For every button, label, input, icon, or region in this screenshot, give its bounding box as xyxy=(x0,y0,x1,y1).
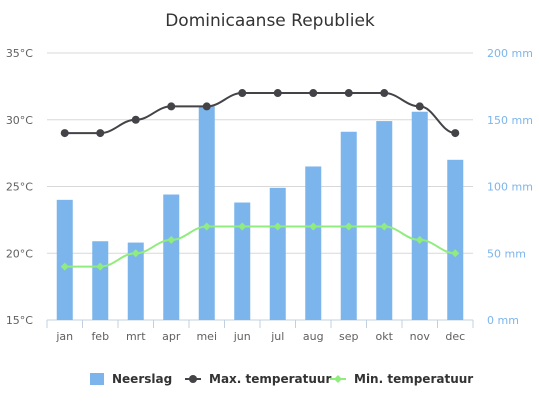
y-right-tick-label: 50 mm xyxy=(487,247,526,260)
y-left-tick-label: 20°C xyxy=(6,247,33,260)
y-left-tick-label: 15°C xyxy=(6,314,33,327)
legend-symbol-marker xyxy=(189,375,197,383)
x-tick-label: jun xyxy=(233,330,251,343)
y-right-tick-label: 150 mm xyxy=(487,114,533,127)
bar-jul xyxy=(269,187,286,320)
bar-nov xyxy=(411,111,428,321)
y-left-tick-label: 35°C xyxy=(6,47,33,60)
point-max-temp-mei xyxy=(202,102,211,111)
point-min-temp-okt xyxy=(380,222,389,231)
bar-mei xyxy=(198,106,215,321)
legend[interactable]: Neerslag Max. temperatuur Min. temperatuur xyxy=(90,372,473,386)
x-tick-label: jul xyxy=(270,330,284,343)
x-tick-label: mei xyxy=(196,330,217,343)
chart-title: Dominicaanse Republiek xyxy=(165,11,375,31)
point-min-temp-jan xyxy=(60,262,69,271)
y-right-tick-label: 200 mm xyxy=(487,47,533,60)
point-min-temp-feb xyxy=(96,262,105,271)
legend-label: Max. temperatuur xyxy=(209,372,331,386)
point-max-temp-jul xyxy=(273,89,282,98)
x-tick-label: aug xyxy=(303,330,324,343)
bar-okt xyxy=(376,121,393,321)
bar-series-neerslag xyxy=(56,106,464,321)
point-min-temp-jul xyxy=(273,222,282,231)
point-min-temp-sep xyxy=(344,222,353,231)
x-tick-label: sep xyxy=(339,330,358,343)
bar-jun xyxy=(234,202,251,320)
legend-item-min-temperatuur[interactable]: Min. temperatuur xyxy=(330,372,473,386)
legend-item-neerslag[interactable]: Neerslag xyxy=(90,372,172,386)
bar-feb xyxy=(92,241,109,320)
point-min-temp-jun xyxy=(238,222,247,231)
line-min-temp xyxy=(64,225,456,268)
point-max-temp-apr xyxy=(167,102,176,111)
bar-aug xyxy=(305,166,322,320)
point-max-temp-aug xyxy=(309,89,318,98)
point-min-temp-apr xyxy=(167,235,176,244)
point-max-temp-jun xyxy=(238,89,247,98)
point-min-temp-nov xyxy=(415,235,424,244)
x-tick-label: feb xyxy=(91,330,109,343)
x-tick-label: jan xyxy=(55,330,73,343)
legend-item-max-temperatuur[interactable]: Max. temperatuur xyxy=(185,372,331,386)
bar-dec xyxy=(447,159,464,320)
bar-jan xyxy=(56,199,73,320)
x-tick-label: mrt xyxy=(126,330,146,343)
point-max-temp-sep xyxy=(344,89,353,98)
point-max-temp-jan xyxy=(60,129,69,138)
legend-label: Neerslag xyxy=(112,372,172,386)
y-right-tick-label: 0 mm xyxy=(487,314,519,327)
x-tick-label: apr xyxy=(162,330,181,343)
legend-symbol-marker xyxy=(334,375,342,383)
point-min-temp-mei xyxy=(202,222,211,231)
bar-mrt xyxy=(127,242,144,320)
y-left-tick-label: 30°C xyxy=(6,114,33,127)
legend-symbol-bar xyxy=(90,373,104,385)
point-max-temp-nov xyxy=(415,102,424,111)
line-series xyxy=(60,89,460,271)
x-tick-label: dec xyxy=(445,330,465,343)
y-right-tick-label: 100 mm xyxy=(487,181,533,194)
x-tick-label: okt xyxy=(376,330,394,343)
point-min-temp-aug xyxy=(309,222,318,231)
x-tick-label: nov xyxy=(410,330,431,343)
point-min-temp-dec xyxy=(451,249,460,258)
point-min-temp-mrt xyxy=(131,249,140,258)
point-max-temp-mrt xyxy=(131,115,140,124)
point-max-temp-okt xyxy=(380,89,389,98)
axes: 15°C 20°C 25°C 30°C 35°C 0 mm 50 mm 100 mm 150 m… xyxy=(6,47,533,343)
legend-label: Min. temperatuur xyxy=(354,372,473,386)
line-max-temp xyxy=(64,92,456,135)
point-max-temp-feb xyxy=(96,129,105,138)
point-max-temp-dec xyxy=(451,129,460,138)
bar-apr xyxy=(163,194,180,320)
y-left-tick-label: 25°C xyxy=(6,181,33,194)
